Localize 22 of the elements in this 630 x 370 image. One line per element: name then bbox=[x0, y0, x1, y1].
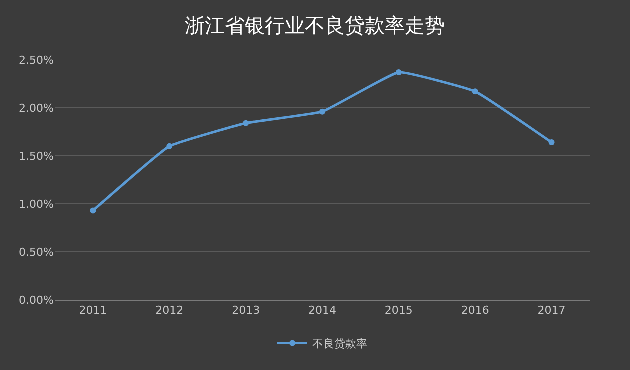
y-tick-label: 0.00% bbox=[19, 294, 54, 307]
y-tick-label: 2.50% bbox=[19, 54, 54, 67]
y-tick-label: 2.00% bbox=[19, 102, 54, 115]
point bbox=[90, 208, 96, 214]
x-tick-label: 2016 bbox=[461, 304, 490, 318]
point bbox=[396, 69, 402, 76]
point bbox=[243, 120, 250, 126]
x-tick-label: 2011 bbox=[79, 304, 108, 318]
point bbox=[472, 88, 478, 95]
chart-title: 浙江省银行业不良贷款率走势 bbox=[185, 14, 445, 38]
x-tick-label: 2015 bbox=[384, 304, 413, 318]
x-tick-label: 2012 bbox=[156, 304, 184, 318]
legend-label: 不良贷款率 bbox=[312, 338, 368, 351]
y-tick-label: 0.50% bbox=[19, 246, 54, 259]
y-tick-label: 1.50% bbox=[19, 150, 54, 163]
point bbox=[166, 143, 173, 150]
y-tick-label: 1.00% bbox=[19, 198, 54, 211]
x-tick-label: 2017 bbox=[538, 304, 566, 318]
point bbox=[320, 108, 326, 115]
point bbox=[548, 140, 555, 146]
x-tick-label: 2014 bbox=[308, 304, 336, 318]
x-tick-label: 2013 bbox=[232, 304, 260, 318]
